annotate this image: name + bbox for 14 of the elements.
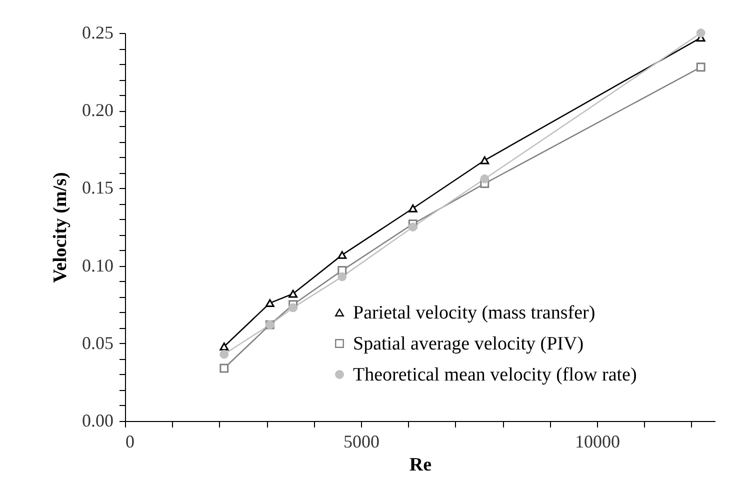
x-tick-label: 5000 [344, 432, 380, 452]
x-tick-label: 10000 [575, 432, 620, 452]
y-tick-label: 0.20 [82, 100, 114, 120]
y-tick-label: 0.15 [82, 178, 114, 198]
y-tick-label: 0.05 [82, 332, 114, 353]
y-tick-label: 0.00 [82, 410, 114, 430]
x-tick-label: 0 [126, 432, 134, 452]
legend-label: Parietal velocity (mass transfer) [353, 302, 596, 324]
legend-label: Theoretical mean velocity (flow rate) [353, 364, 637, 386]
x-axis-title: Re [409, 454, 432, 476]
legend-label: Spatial average velocity (PIV) [353, 334, 584, 354]
y-tick-label: 0.25 [82, 22, 114, 42]
y-tick-label: 0.10 [82, 255, 114, 276]
y-axis-title: Velocity (m/s) [50, 172, 71, 283]
